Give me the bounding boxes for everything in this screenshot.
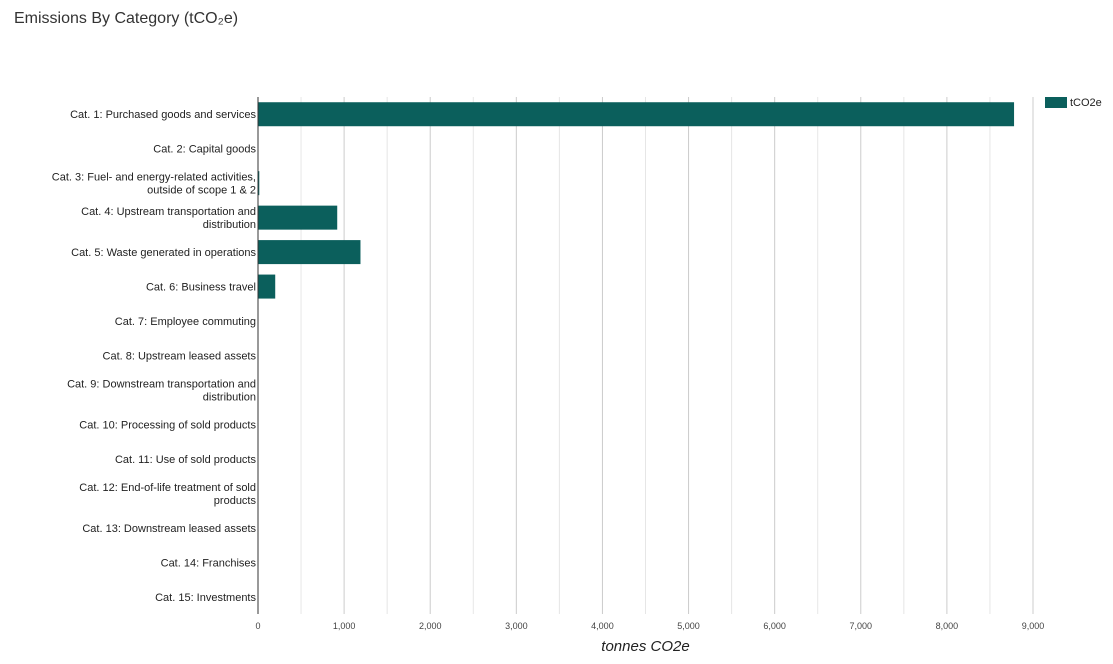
x-tick-label: 9,000: [1022, 621, 1045, 631]
x-tick-label: 2,000: [419, 621, 442, 631]
x-tick-label: 7,000: [850, 621, 873, 631]
category-label: Cat. 11: Use of sold products: [115, 454, 257, 466]
category-label: Cat. 8: Upstream leased assets: [103, 351, 257, 363]
category-label: Cat. 9: Downstream transportation and dis…: [67, 378, 256, 403]
category-label: Cat. 15: Investments: [155, 592, 256, 604]
bar[interactable]: [258, 274, 276, 299]
x-tick-label: 5,000: [677, 621, 700, 631]
x-tick-label: 3,000: [505, 621, 528, 631]
category-label: Cat. 4: Upstream transportation and distr…: [81, 206, 256, 231]
x-tick-label: 4,000: [591, 621, 614, 631]
legend-label: tCO2e: [1070, 97, 1102, 109]
chart-title: Emissions By Category (tCO₂e): [14, 10, 239, 27]
bar[interactable]: [258, 240, 361, 265]
category-label: Cat. 7: Employee commuting: [115, 316, 256, 328]
category-label: Cat. 13: Downstream leased assets: [82, 523, 256, 535]
x-tick-labels: 0 1,000 2,000 3,000 4,000 5,000 6,000 7,000 8,00…: [255, 621, 1044, 631]
x-tick-label: 0: [255, 621, 260, 631]
bar[interactable]: [258, 102, 1015, 127]
category-label: Cat. 1: Purchased goods and services: [70, 109, 256, 121]
bar[interactable]: [258, 205, 338, 230]
x-axis-title: tonnes CO2e: [601, 638, 689, 655]
category-label: Cat. 3: Fuel- and energy-related activit…: [52, 172, 256, 197]
legend[interactable]: tCO2e: [1045, 97, 1102, 109]
x-tick-label: 8,000: [936, 621, 959, 631]
bars: [258, 102, 1015, 299]
category-label: Cat. 5: Waste generated in operations: [71, 247, 256, 259]
category-label: Cat. 2: Capital goods: [153, 144, 256, 156]
category-label: Cat. 6: Business travel: [146, 282, 256, 294]
category-labels: Cat. 1: Purchased goods and services Cat.…: [52, 109, 257, 604]
bar[interactable]: [258, 171, 260, 196]
category-label: Cat. 14: Franchises: [161, 557, 257, 569]
x-tick-label: 6,000: [763, 621, 786, 631]
category-label: Cat. 12: End-of-life treatment of sold pr…: [79, 482, 256, 507]
gridlines: [300, 97, 1034, 614]
category-label: Cat. 10: Processing of sold products: [79, 419, 256, 431]
x-tick-label: 1,000: [333, 621, 356, 631]
legend-swatch: [1045, 97, 1067, 108]
